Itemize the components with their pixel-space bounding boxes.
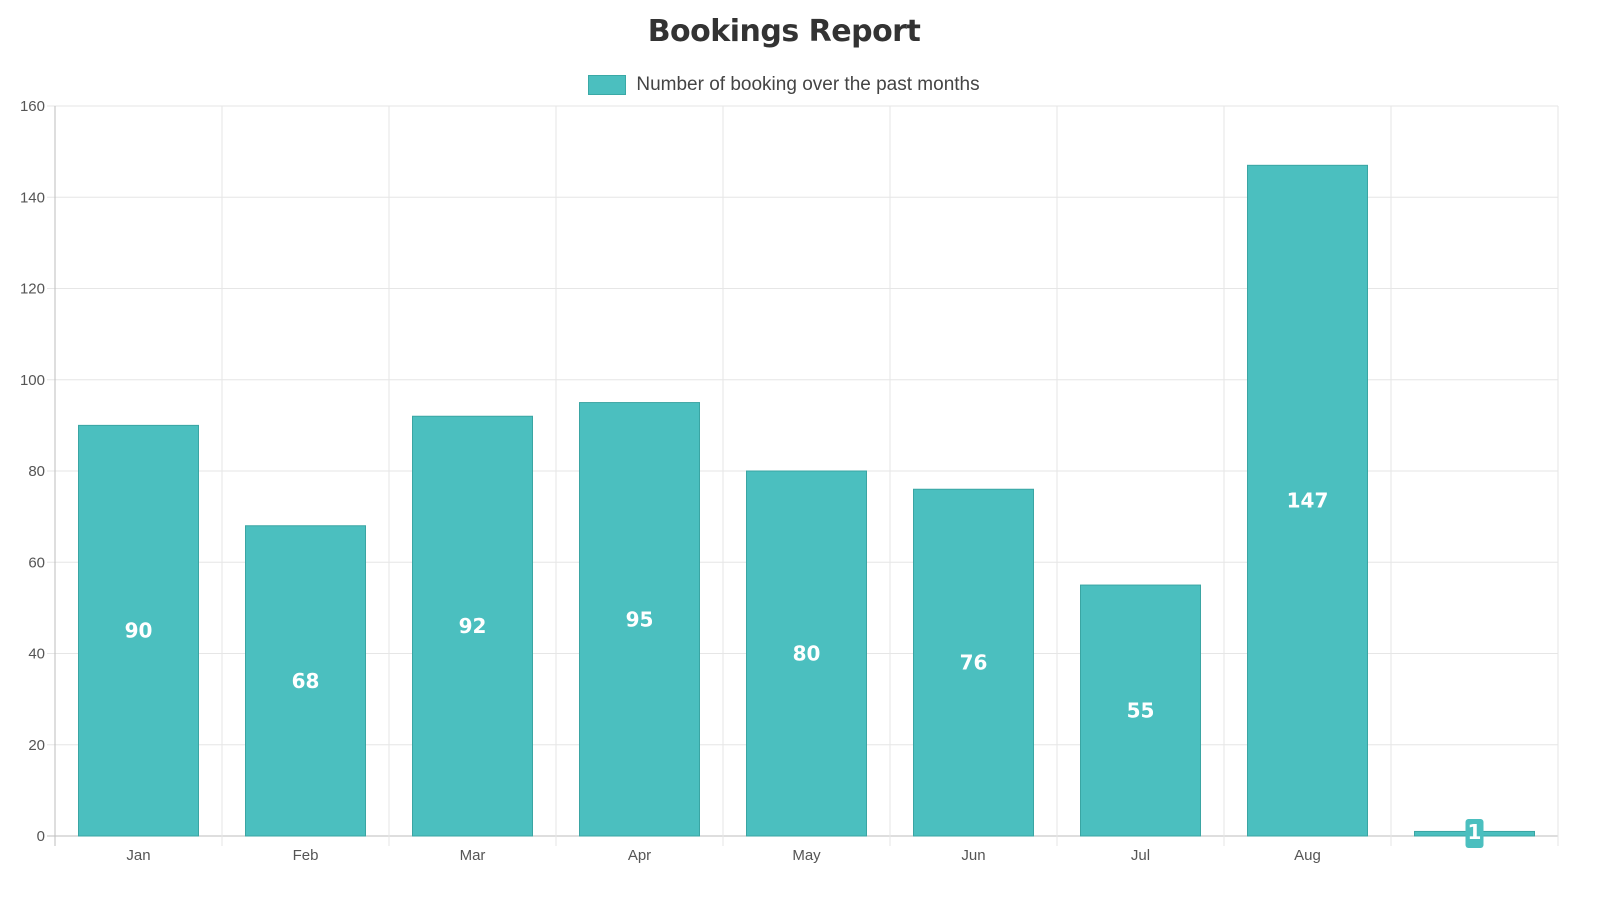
y-tick-label: 80 (28, 463, 45, 480)
data-label: 147 (1287, 489, 1329, 513)
data-label: 95 (626, 607, 654, 631)
data-label: 76 (960, 651, 988, 675)
data-label: 90 (125, 619, 153, 643)
bar-apr (579, 402, 700, 837)
bar-mar (412, 415, 533, 837)
bar-may (746, 470, 867, 837)
data-label: 80 (793, 642, 821, 666)
legend[interactable]: Number of booking over the past months (0, 74, 1568, 96)
x-tick-label: Apr (628, 847, 651, 864)
y-tick-label: 160 (20, 98, 45, 115)
y-tick-label: 60 (28, 554, 45, 571)
data-label: 68 (292, 669, 320, 693)
x-tick-label: Aug (1294, 847, 1321, 864)
bar-aug (1247, 164, 1368, 837)
x-tick-label: Jun (961, 847, 985, 864)
data-label: 1 (1468, 820, 1482, 844)
x-tick-label: Jul (1131, 847, 1150, 864)
legend-label: Number of booking over the past months (636, 74, 980, 95)
y-tick-label: 120 (20, 281, 45, 298)
chart-title: Bookings Report (647, 14, 921, 49)
bar-jan (78, 424, 199, 837)
x-tick-label: Mar (460, 847, 486, 864)
bar-jul (1080, 584, 1201, 837)
x-tick-label: Jan (126, 847, 150, 864)
data-label-box (1465, 819, 1484, 848)
data-label: 92 (459, 614, 487, 638)
y-tick-label: 100 (20, 372, 45, 389)
bar-feb (245, 525, 366, 837)
legend-swatch (588, 75, 627, 95)
y-tick-label: 40 (28, 646, 45, 663)
x-tick-label: Feb (293, 847, 319, 864)
data-label: 55 (1127, 699, 1155, 723)
y-tick-label: 20 (28, 737, 45, 754)
y-tick-label: 0 (37, 828, 45, 845)
x-tick-label: May (792, 847, 821, 864)
bar-jun (913, 488, 1034, 837)
y-tick-label: 140 (20, 189, 45, 206)
